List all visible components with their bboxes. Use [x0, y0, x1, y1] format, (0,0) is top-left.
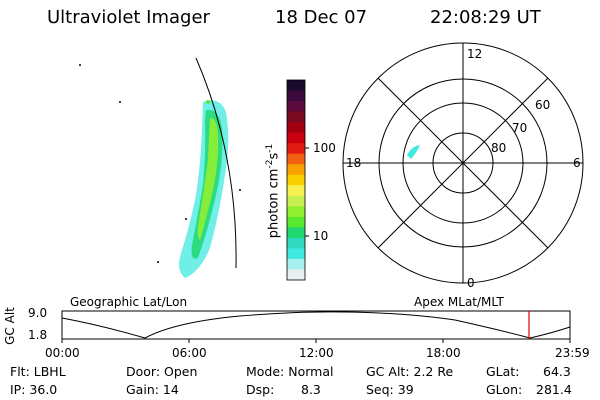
colorbar-unit-label: photon cm-2s-1 [265, 143, 282, 239]
limb-line [195, 57, 237, 269]
lat-label-60: 60 [535, 98, 551, 112]
dsp-value: 8.3 [301, 382, 321, 397]
instrument-title: Ultraviolet Imager [47, 7, 210, 28]
colorbar-tick-10: 10 [313, 229, 329, 243]
colorbar-segment [287, 227, 305, 239]
glon-label: GLon: [486, 382, 523, 397]
colorbar-segment [287, 143, 305, 155]
polar-plot [342, 42, 584, 284]
colorbar-segment [287, 122, 305, 134]
polar-auroral-patch [407, 145, 420, 159]
colorbar-segment [287, 101, 305, 113]
lat-label-80: 80 [491, 141, 507, 155]
gc-alt-ylabel: GC Alt [2, 307, 17, 345]
colorbar-segment [287, 216, 305, 228]
gc-alt-ytick-top: 9.0 [28, 306, 48, 320]
colorbar-segment [287, 269, 305, 281]
gc-alt-xtick: 18:00 [426, 346, 461, 360]
colorbar-segment [287, 80, 305, 92]
colorbar-tick-100: 100 [313, 141, 336, 155]
gc-alt-xtick: 00:00 [45, 346, 80, 360]
mlt-label-18: 18 [346, 156, 362, 170]
gain-info: Gain: 14 [126, 382, 179, 397]
colorbar-segment [287, 195, 305, 207]
mlt-label-0: 0 [467, 276, 475, 290]
colorbar-segment [287, 174, 305, 186]
observation-date: 18 Dec 07 [275, 7, 368, 28]
colorbar-segment [287, 164, 305, 176]
apex-panel-label: Apex MLat/MLT [414, 295, 504, 309]
geographic-panel-label: Geographic Lat/Lon [70, 295, 188, 309]
colorbar-segment [287, 248, 305, 260]
glat-value: 64.3 [543, 364, 571, 379]
colorbar-segment [287, 237, 305, 249]
gc-alt-xtick: 06:00 [172, 346, 207, 360]
colorbar-segment [287, 132, 305, 144]
door-info: Door: Open [126, 364, 198, 379]
dsp-label: Dsp: [246, 382, 275, 397]
glon-value: 281.4 [536, 382, 572, 397]
mlt-label-12: 12 [467, 47, 483, 61]
geographic-auroral-image [79, 64, 241, 278]
lat-label-70: 70 [512, 121, 528, 135]
gc-alt-plot [61, 310, 571, 343]
colorbar-segment [287, 258, 305, 270]
glat-label: GLat: [486, 364, 520, 379]
colorbar [287, 80, 305, 281]
filter-info: Flt: LBHL [10, 364, 66, 379]
mode-info: Mode: Normal [246, 364, 334, 379]
gc-alt-info: GC Alt: 2.2 Re [366, 364, 454, 379]
gc-alt-xtick: 23:59 [555, 346, 590, 360]
colorbar-segment [287, 111, 305, 123]
colorbar-segment [287, 153, 305, 165]
colorbar-segment [287, 185, 305, 197]
gc-alt-ytick-bottom: 1.8 [28, 328, 48, 342]
colorbar-segment [287, 90, 305, 102]
observation-time: 22:08:29 UT [430, 7, 541, 28]
ip-info: IP: 36.0 [10, 382, 58, 397]
gc-alt-xtick: 12:00 [299, 346, 334, 360]
colorbar-segment [287, 206, 305, 218]
mlt-label-6: 6 [573, 156, 581, 170]
seq-info: Seq: 39 [366, 382, 414, 397]
